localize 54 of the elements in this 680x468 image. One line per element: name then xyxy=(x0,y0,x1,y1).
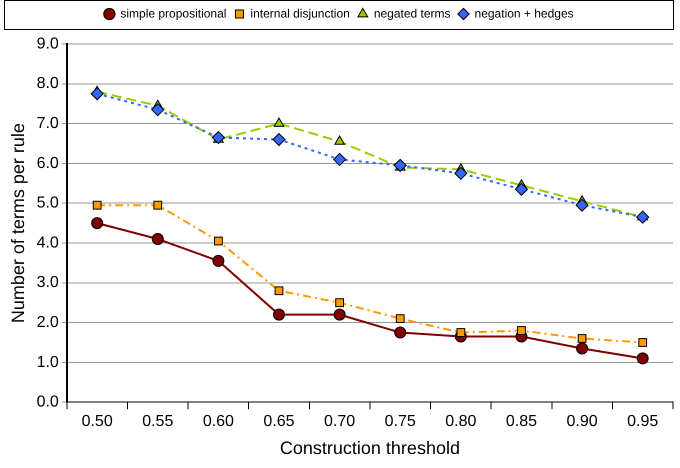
point xyxy=(272,133,286,146)
point xyxy=(274,286,284,296)
point xyxy=(273,308,285,321)
point xyxy=(274,118,284,127)
point xyxy=(638,338,648,347)
legend-label: negated terms xyxy=(374,6,451,20)
point xyxy=(212,254,224,267)
y-axis-title: Number of terms per rule xyxy=(8,123,28,324)
y-tick-label: 0.0 xyxy=(36,394,59,411)
x-tick-label: 0.80 xyxy=(445,413,477,430)
x-tick-label: 0.95 xyxy=(627,413,658,430)
point xyxy=(576,342,588,354)
point xyxy=(456,328,466,337)
legend-label: internal disjunction xyxy=(250,6,350,20)
y-tick-label: 3.0 xyxy=(36,274,59,292)
point xyxy=(90,87,104,100)
y-tick-label: 9.0 xyxy=(36,35,59,52)
y-tick-label: 7.0 xyxy=(36,115,59,132)
x-axis-title: Construction threshold xyxy=(280,438,460,458)
y-tick-label: 5.0 xyxy=(36,194,59,212)
x-tick-label: 0.50 xyxy=(82,413,113,430)
point xyxy=(152,233,164,246)
point xyxy=(151,103,164,116)
y-tick-label: 4.0 xyxy=(36,234,59,252)
point xyxy=(576,198,589,212)
x-tick-label: 0.90 xyxy=(566,413,598,430)
point xyxy=(334,308,346,321)
x-tick-label: 0.70 xyxy=(324,413,356,430)
point xyxy=(517,326,526,335)
point xyxy=(334,136,345,145)
point xyxy=(214,236,223,246)
point xyxy=(396,314,405,324)
y-tick-label: 6.0 xyxy=(36,154,59,172)
point xyxy=(335,298,344,308)
point xyxy=(514,182,528,196)
point xyxy=(636,352,649,364)
point xyxy=(578,334,586,343)
point xyxy=(92,200,102,210)
x-tick-label: 0.65 xyxy=(263,413,295,430)
point xyxy=(153,200,162,210)
y-tick-label: 1.0 xyxy=(36,354,59,371)
x-tick-label: 0.55 xyxy=(142,413,174,430)
y-tick-label: 8.0 xyxy=(36,75,59,92)
point xyxy=(394,326,406,339)
point xyxy=(454,166,468,180)
x-tick-label: 0.75 xyxy=(384,413,416,430)
point xyxy=(636,210,650,224)
x-tick-label: 0.85 xyxy=(506,413,538,430)
legend-label: simple propositional xyxy=(120,6,226,20)
y-tick-label: 2.0 xyxy=(36,314,59,332)
point xyxy=(91,217,104,230)
point xyxy=(333,152,346,166)
x-tick-label: 0.60 xyxy=(202,413,234,430)
legend-label: negation + hedges xyxy=(474,6,574,20)
